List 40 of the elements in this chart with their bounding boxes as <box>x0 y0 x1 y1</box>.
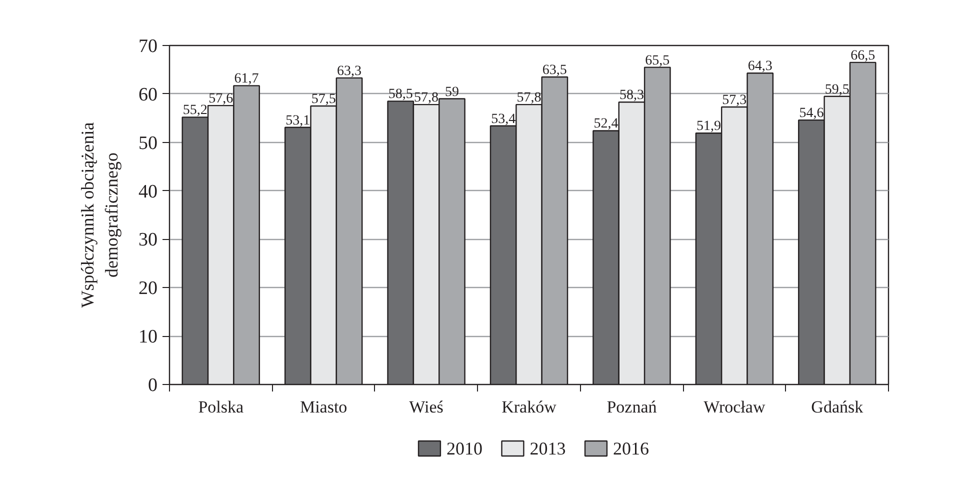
data-label: 57,8 <box>516 90 542 106</box>
data-label: 52,4 <box>594 116 618 132</box>
data-label: 66,5 <box>850 48 876 64</box>
data-label: 57,3 <box>722 93 747 108</box>
y-tick-label: 20 <box>138 278 158 300</box>
y-tick-label: 0 <box>148 375 158 396</box>
legend-label: 2013 <box>530 438 566 458</box>
data-label: 58,3 <box>619 88 644 104</box>
x-tick-label: Gdańsk <box>811 398 864 416</box>
data-label: 54,6 <box>799 106 824 122</box>
y-tick-label: 70 <box>138 36 158 57</box>
legend-label: 2016 <box>613 438 650 458</box>
data-label: 63,5 <box>542 62 567 78</box>
x-tick-label: Poznań <box>606 398 658 416</box>
x-tick-label: Polska <box>198 398 244 416</box>
data-label: 58,5 <box>388 87 413 102</box>
data-label: 55,2 <box>182 103 208 118</box>
data-label: 53,1 <box>286 113 310 128</box>
data-label: 51,9 <box>696 119 721 134</box>
x-tick-label: Miasto <box>300 398 348 416</box>
data-label: 65,5 <box>645 53 670 68</box>
data-label: 57,8 <box>414 90 439 106</box>
y-tick-label: 30 <box>138 230 158 251</box>
data-label: 59 <box>444 84 459 100</box>
data-label: 57,5 <box>311 92 336 108</box>
y-tick-label: 10 <box>138 326 158 348</box>
y-tick-label: 50 <box>138 132 158 154</box>
data-label: 63,3 <box>337 64 362 79</box>
data-label: 57,6 <box>208 92 234 107</box>
data-label: 64,3 <box>748 59 772 74</box>
data-label: 59,5 <box>824 82 850 98</box>
legend-label: 2010 <box>446 438 483 458</box>
data-label: 53,4 <box>491 112 516 127</box>
data-label: 61,7 <box>234 72 259 87</box>
y-tick-label: 40 <box>138 181 158 202</box>
x-tick-label: Kraków <box>502 398 558 416</box>
y-axis-title: Współczynnik obciążenia demograficznego <box>78 122 122 308</box>
y-tick-label: 60 <box>138 84 158 106</box>
x-tick-label: Wrocław <box>704 398 766 416</box>
x-tick-label: Wieś <box>409 398 444 416</box>
